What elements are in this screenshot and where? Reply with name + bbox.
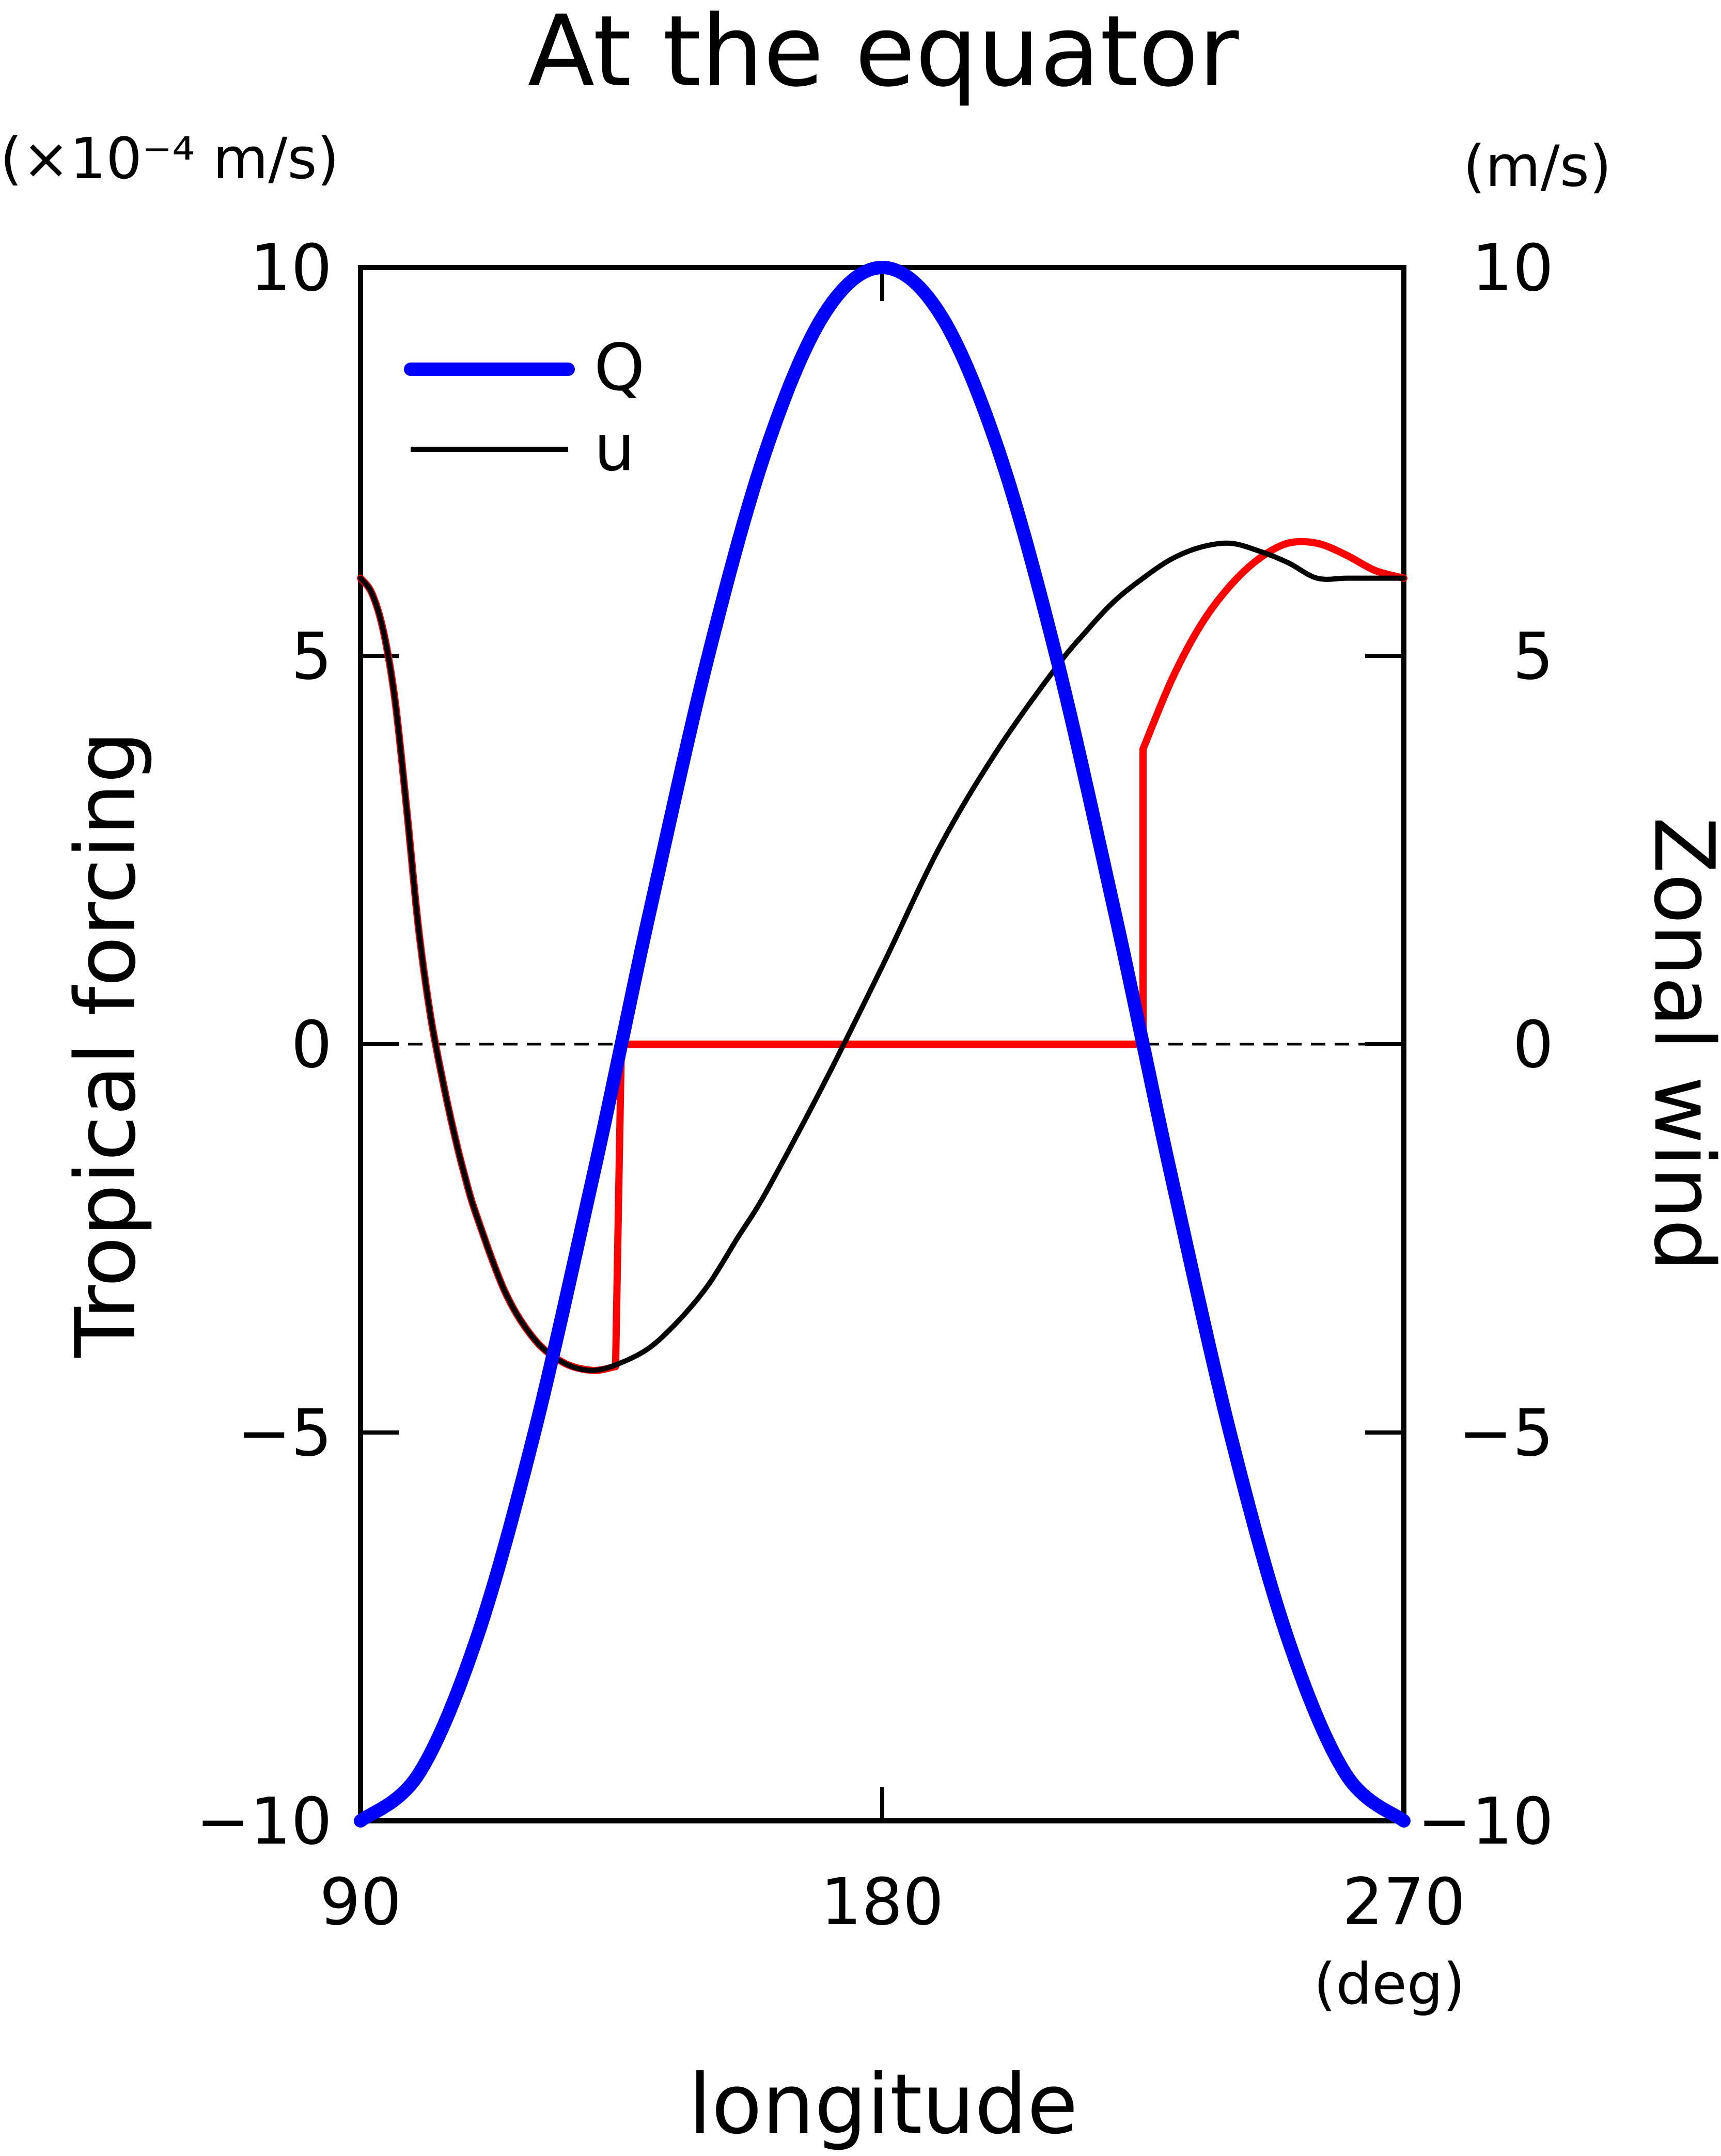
series-q-line: [354, 261, 1411, 1828]
series-layer: [354, 261, 1411, 1828]
x-tick-label: 180: [821, 1865, 944, 1940]
y-tick-label-left: 5: [291, 619, 332, 694]
x-axis-unit: (deg): [1313, 1951, 1465, 2017]
y-tick-label-left: 0: [291, 1008, 332, 1082]
y-tick-label-right: 0: [1512, 1008, 1554, 1082]
y-axis-label-left: Tropical forcing: [57, 731, 154, 1358]
y-axis-label-right: Zonal wind: [1636, 817, 1721, 1272]
legend-label-u: u: [594, 411, 635, 485]
legend: Q u: [404, 331, 645, 485]
right-axis-unit: (m/s): [1463, 133, 1612, 199]
y-tick-label-left: −5: [237, 1396, 332, 1471]
x-tick-label: 90: [319, 1865, 401, 1940]
x-tick-label: 270: [1342, 1865, 1466, 1940]
y-tick-label-right: 10: [1472, 231, 1554, 306]
y-tick-label-left: −10: [196, 1784, 332, 1859]
x-axis-label: longitude: [689, 2056, 1078, 2152]
left-axis-unit: (×10⁻⁴ m/s): [0, 125, 339, 192]
legend-label-q: Q: [594, 331, 645, 405]
y-tick-label-right: 5: [1512, 619, 1554, 694]
series-red-line: [357, 538, 1407, 1374]
series-u-line: [358, 540, 1406, 1373]
y-tick-label-right: −5: [1459, 1396, 1554, 1471]
chart-title: At the equator: [528, 0, 1240, 108]
y-tick-label-right: −10: [1417, 1784, 1554, 1859]
y-tick-label-left: 10: [250, 231, 332, 306]
